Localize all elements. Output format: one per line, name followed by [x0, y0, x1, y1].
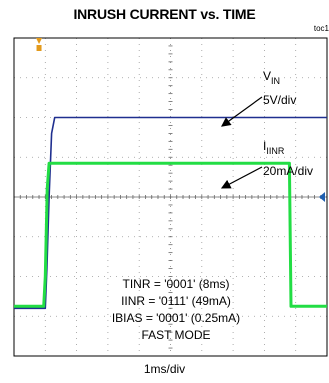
vin-label-arrow [221, 96, 263, 127]
annotation-tinr: TINR = '0001' (8ms) [123, 277, 230, 291]
iinr-trace [14, 161, 327, 308]
settings-annotation: TINR = '0001' (8ms) IINR = '0111' (49mA)… [112, 277, 240, 342]
marker-layer [36, 38, 325, 202]
vin-label: VIN [263, 69, 280, 86]
figure-id-label: toc1 [313, 24, 329, 33]
iinr-label: IIINR [263, 139, 285, 156]
iinr-label-main: I [263, 139, 266, 153]
iinr-label-sub: IINR [266, 146, 285, 156]
trigger-marker [36, 38, 43, 44]
annotation-iinr: IINR = '0111' (49mA) [121, 294, 231, 308]
annotation-fast-mode: FAST MODE [141, 328, 210, 342]
vin-label-sub: IN [271, 76, 280, 86]
vin-label-main: V [263, 69, 271, 83]
iinr-scale-label: 20mA/div [263, 164, 313, 178]
iinr-label-arrow [220, 166, 263, 189]
grid [13, 37, 328, 357]
plot-frame [13, 37, 328, 357]
level-marker [319, 192, 325, 202]
series-layer [14, 116, 327, 310]
annotation-ibias: IBIAS = '0001' (0.25mA) [112, 311, 240, 325]
trigger-marker-body [36, 45, 42, 51]
vin-scale-label: 5V/div [263, 93, 296, 107]
x-axis-label: 1ms/div [143, 362, 186, 376]
chart-title: INRUSH CURRENT vs. TIME [73, 6, 256, 22]
